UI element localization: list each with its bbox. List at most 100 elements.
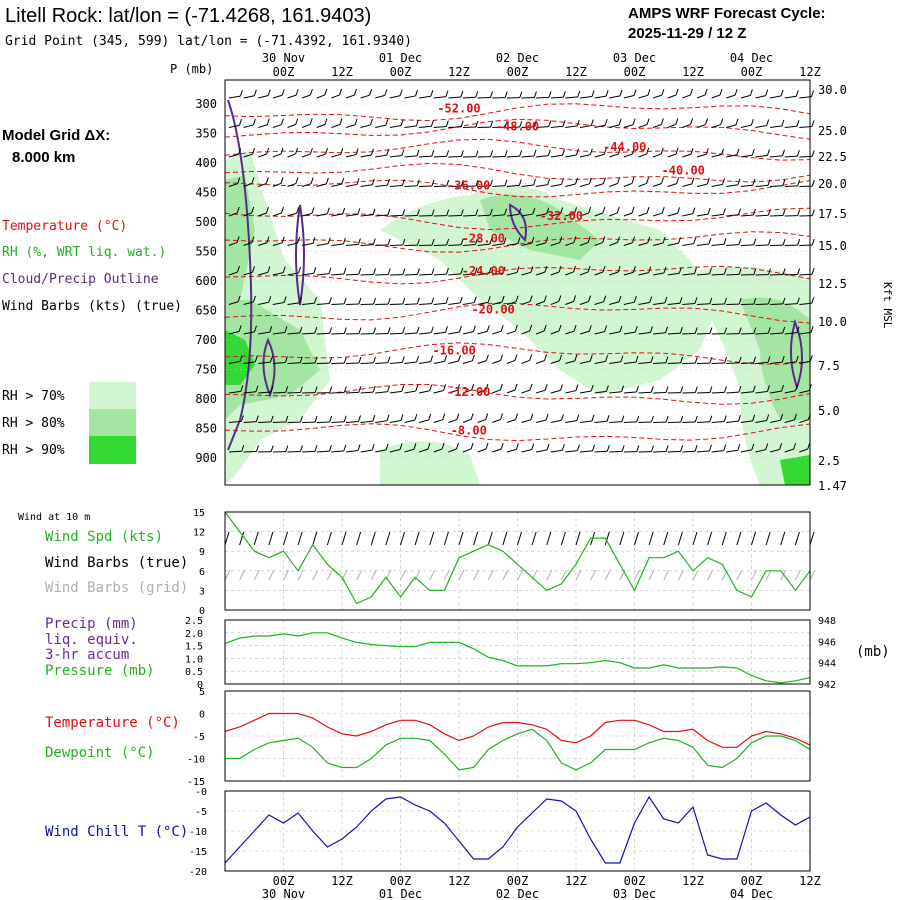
wind-barb	[653, 272, 665, 276]
wind-barb-feather	[416, 326, 420, 334]
wind-barb	[638, 361, 652, 364]
wind-barb-feather	[753, 297, 757, 305]
wind-barb-feather	[722, 178, 726, 185]
wind-barb	[258, 331, 270, 335]
wind-barb-feather	[602, 236, 606, 243]
wind-barb-feather	[504, 179, 508, 186]
wind-barb-feather	[529, 383, 533, 391]
wind-barb-feather	[515, 295, 519, 302]
wind-barb-feather	[445, 297, 449, 304]
wind-barb-feather	[400, 119, 404, 126]
wind-barb	[389, 95, 401, 99]
wind-barb	[682, 153, 692, 158]
wind-barb	[448, 331, 460, 335]
wind-barb	[287, 183, 297, 187]
wind-tick-label: 9	[199, 547, 205, 558]
wind-barb	[755, 214, 769, 217]
wind-barb-feather	[665, 445, 669, 452]
wind-barb-feather	[621, 415, 625, 422]
height-tick-label: 25.0	[818, 124, 847, 138]
wind-barb	[419, 361, 431, 364]
wind-barb	[594, 360, 606, 364]
wind-barb	[594, 450, 608, 453]
wind-barb	[711, 391, 725, 394]
wind-barb-feather	[782, 297, 786, 305]
wind-barb-grid	[677, 569, 684, 581]
wind-barb	[696, 303, 710, 305]
wind-barb	[638, 331, 651, 335]
wind-barb	[477, 301, 489, 305]
wind-barb-feather	[576, 414, 580, 421]
wind-barb-feather	[402, 238, 406, 246]
wind-barb-feather	[240, 385, 244, 392]
wind-barb	[740, 332, 754, 335]
wind-barb	[594, 183, 604, 187]
wind-barb-feather	[416, 268, 420, 275]
wind-barb-feather	[621, 385, 624, 392]
wind-barb	[492, 155, 506, 158]
wind-barb	[272, 361, 286, 364]
wind-barb-feather	[646, 118, 650, 125]
wind-barb	[550, 212, 561, 217]
wind-barb-feather	[500, 413, 504, 420]
wind-barb-feather	[543, 295, 547, 302]
pressure-tick-label: 948	[818, 616, 836, 627]
wind-barb-feather	[515, 443, 519, 450]
wind-barb	[594, 95, 607, 99]
wind-barb-feather	[546, 207, 550, 214]
wind-barb-true	[312, 531, 318, 546]
wind-barb	[448, 273, 461, 276]
wind-barb-feather	[504, 120, 508, 128]
wind-barb-feather	[577, 90, 581, 98]
wind-barb-feather	[353, 88, 357, 96]
wind-barb-feather	[766, 414, 770, 421]
wind-barb-feather	[636, 415, 640, 423]
bottom-time-axis: 00Z 12Z 00Z 12Z 00Z 12Z 00Z 12Z 00Z 12Z 30 Nov 01 …	[262, 874, 821, 900]
wind-barb-feather	[694, 445, 698, 452]
wind-barb-feather	[562, 90, 566, 98]
wind-barb	[389, 155, 402, 158]
wind-barb-feather	[399, 89, 403, 96]
wind-barb	[784, 303, 798, 305]
wind-barb-feather	[753, 238, 757, 246]
legend-rh: RH (%, WRT liq. wat.)	[2, 245, 166, 260]
wind-barb-feather	[779, 443, 783, 450]
wind-barb-feather	[619, 89, 623, 97]
wind-barb-feather	[738, 268, 742, 275]
wind-barb	[228, 95, 241, 99]
wind-barb-feather	[431, 209, 435, 216]
wind-barb	[696, 421, 710, 423]
temp-tick-label: -5	[193, 732, 205, 743]
wind-barb	[579, 420, 593, 423]
wind-barb-feather	[738, 385, 742, 393]
top-date-label: 03 Dec	[613, 51, 656, 65]
wind-barb	[258, 391, 271, 394]
wind-barb	[316, 183, 327, 187]
wind-barb	[462, 448, 472, 453]
wind-barb-feather	[795, 90, 799, 97]
wind-barb	[770, 419, 781, 423]
wind-barb	[696, 153, 707, 158]
wind-barb-feather	[548, 120, 552, 127]
wind-barb	[784, 332, 798, 335]
grid-point-label: Grid Point (345, 599) lat/lon = (-71.439…	[5, 34, 412, 49]
wind-barb-feather	[708, 237, 712, 245]
wind-barb-feather	[531, 236, 535, 244]
wind-barb-feather	[515, 413, 519, 420]
wind-barb	[433, 126, 447, 128]
wind-barb-feather	[343, 415, 347, 422]
wind-barb	[316, 450, 330, 453]
top-time-axis: 00Z 12Z 00Z 12Z 00Z 12Z 00Z 12Z 00Z 12Z 30 Nov 01 …	[262, 51, 821, 79]
wind-barb-feather	[373, 327, 377, 334]
wind-barb	[784, 361, 797, 364]
wind-barb	[243, 242, 253, 246]
wind-barb	[784, 155, 798, 158]
wind-barb	[258, 153, 267, 158]
wind-barb	[506, 419, 516, 423]
wind-barb	[345, 154, 357, 158]
wind-barb-feather	[767, 268, 771, 275]
wind-barb	[243, 183, 253, 187]
wind-barb-feather	[558, 295, 562, 302]
wind-barb	[550, 389, 561, 394]
wind-barb	[667, 332, 681, 335]
